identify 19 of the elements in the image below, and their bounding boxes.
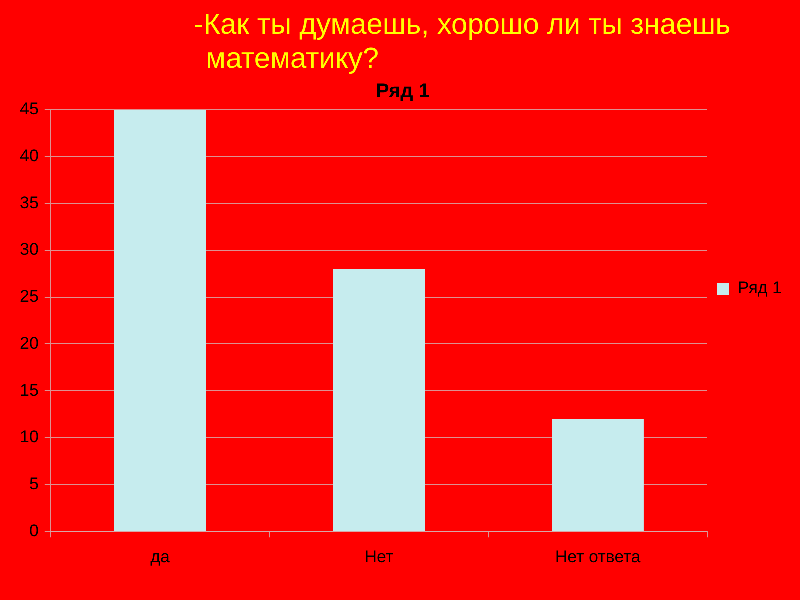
- y-tick-label: 45: [20, 100, 39, 119]
- y-tick-label: 15: [20, 380, 39, 400]
- bar: [552, 419, 644, 532]
- y-tick-label: 10: [20, 428, 39, 447]
- y-tick-label: 40: [20, 146, 39, 166]
- y-tick-label: 30: [20, 240, 39, 260]
- chart-title: -Как ты думаешь, хорошо ли ты знаешь математику?: [194, 8, 732, 76]
- x-tick-label: да: [150, 547, 171, 566]
- y-tick-label: 0: [29, 521, 39, 540]
- x-tick-label: Нет: [364, 547, 394, 566]
- bar: [333, 269, 426, 532]
- x-tick-label: Нет ответа: [555, 547, 642, 566]
- y-tick-label: 35: [20, 193, 39, 212]
- y-tick-label: 5: [29, 474, 39, 494]
- y-tick-label: 25: [20, 287, 39, 306]
- bar: [114, 110, 206, 532]
- y-tick-label: 20: [20, 334, 39, 353]
- chart-subtitle: Ряд 1: [376, 80, 430, 103]
- legend-label: Ряд 1: [738, 278, 782, 298]
